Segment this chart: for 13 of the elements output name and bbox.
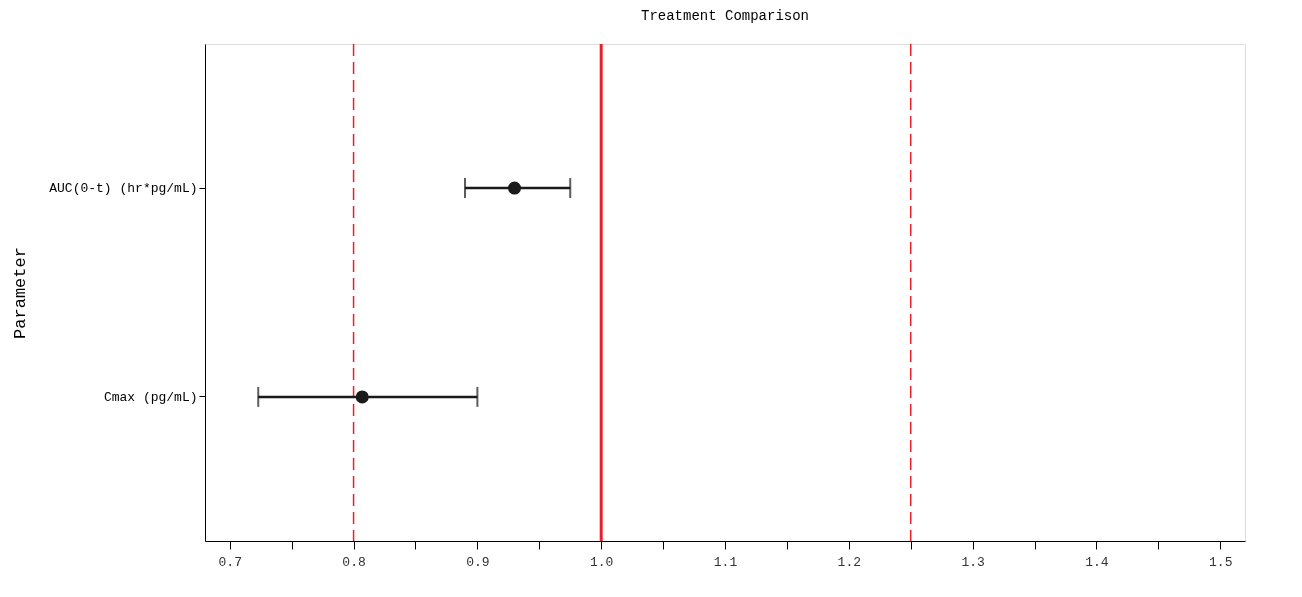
x-tick-label: 0.7 (218, 554, 242, 570)
x-tick-label: 1.0 (589, 554, 614, 570)
chart-title: Treatment Comparison (640, 7, 810, 24)
y-tick-label: Cmax (pg/mL) (103, 389, 198, 405)
x-tick-label: 1.4 (1085, 554, 1109, 570)
x-tick-label: 0.8 (342, 554, 366, 570)
x-tick-label: 1.2 (837, 554, 862, 570)
y-axis-title: Parameter (11, 247, 31, 339)
x-tick-label: 1.5 (1209, 554, 1233, 570)
y-tick-label: AUC(0-t) (hr*pg/mL) (49, 181, 198, 197)
x-tick-label: 1.3 (961, 554, 985, 570)
x-tick-label: 1.1 (713, 554, 738, 570)
x-tick-label: 0.9 (466, 554, 490, 570)
